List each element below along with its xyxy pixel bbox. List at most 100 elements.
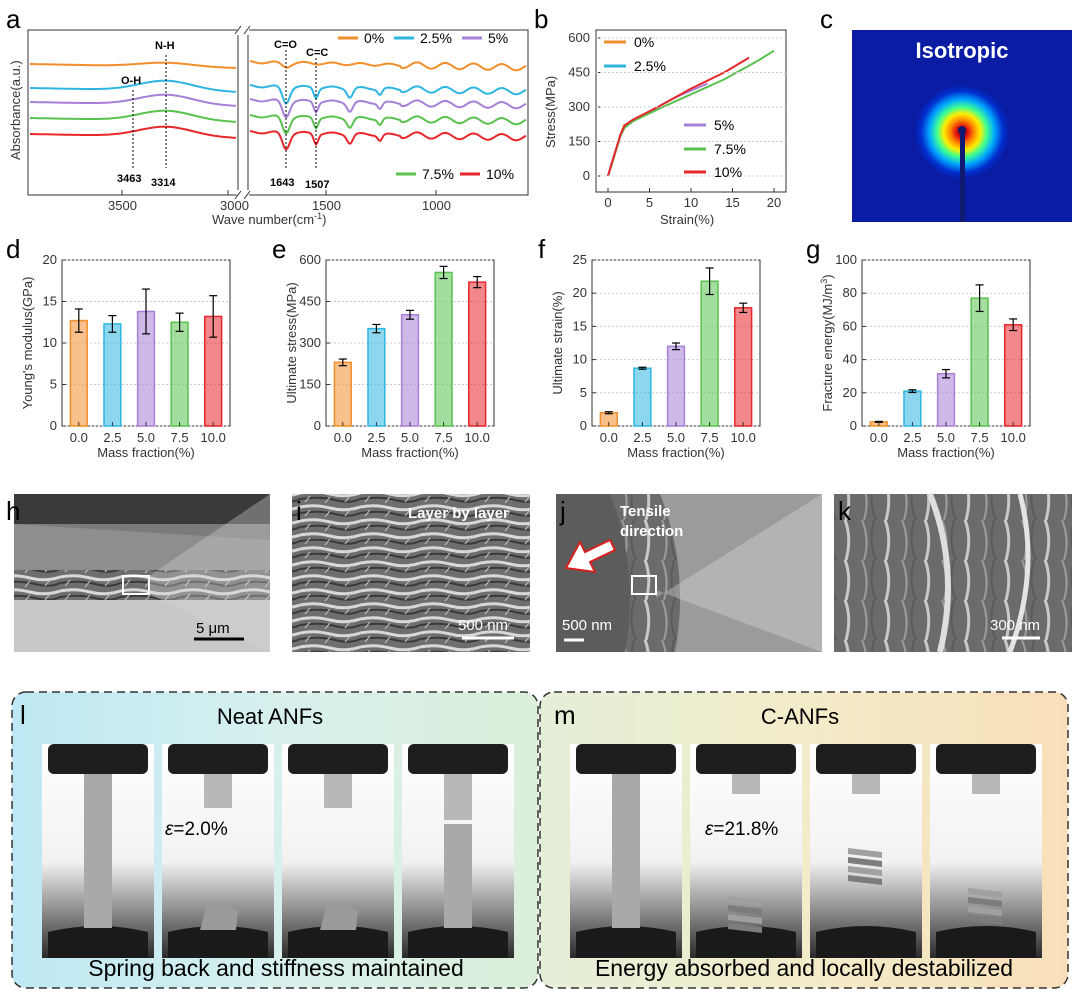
tensile-direction-arrow-icon	[564, 538, 617, 574]
sem-k-scale-text: 300 nm	[990, 617, 1040, 634]
specimen-upper-part	[204, 774, 232, 808]
sem-h: 5 μm h	[6, 494, 270, 652]
ftir-curve-left-7-5	[30, 109, 237, 123]
ss-ytick-label: 150	[568, 134, 590, 149]
bar-x-label: Mass fraction(%)	[897, 445, 995, 460]
sem-i-layer-label: Layer by layer	[408, 505, 509, 522]
ss-y-label: Stress(MPa)	[543, 76, 558, 148]
ss-curve-10	[607, 56, 750, 177]
ftir-frame-right	[247, 29, 529, 196]
bar-y-label: Young's modulus(GPa)	[20, 277, 35, 410]
bar-ytick-label: 0	[850, 418, 857, 433]
upper-clamp	[168, 744, 268, 774]
upper-clamp	[816, 744, 916, 774]
bar-xtick-label: 5.0	[137, 430, 155, 445]
bar-5-0	[666, 345, 686, 427]
ftir-legend: 0% 2.5% 5% 7.5% 10%	[338, 30, 514, 182]
ss-legend-label-7-5: 7.5%	[714, 141, 746, 157]
ftir-xtick-3000: 3000	[220, 198, 249, 213]
legend-label-7-5: 7.5%	[422, 166, 454, 182]
panel-l-caption: Spring back and stiffness maintained	[88, 955, 463, 981]
bar-xtick-label: 5.0	[937, 430, 955, 445]
ftir-x-label: Wave number(cm-1)	[212, 211, 326, 227]
peak-label-nh: N-H	[155, 40, 175, 52]
sem-h-zoom-wedge	[149, 494, 270, 652]
bar-ytick-label: 5	[50, 377, 57, 392]
peak-value-3314: 3314	[151, 177, 176, 189]
upper-clamp	[696, 744, 796, 774]
upper-clamp	[576, 744, 676, 774]
panel-l: l Neat ANFs ε=2.0% Spring back and stiff…	[11, 691, 539, 989]
specimen-fold	[728, 923, 762, 933]
bar-y-label: Ultimate strain(%)	[550, 291, 565, 394]
bar-5-0	[400, 314, 420, 427]
sem-h-zoom-box	[122, 575, 150, 595]
peak-value-3463: 3463	[117, 173, 141, 185]
panel-l-photos	[42, 744, 514, 958]
bar-ytick-label: 0	[580, 418, 587, 433]
bar-xtick-label: 0.0	[334, 430, 352, 445]
ss-ytick-label: 450	[568, 65, 590, 80]
ftir-xtick-1500: 1500	[312, 198, 341, 213]
bar-xtick-label: 2.5	[103, 430, 121, 445]
sem-j-fracture-edge	[610, 494, 680, 652]
panel-l-title: Neat ANFs	[217, 704, 323, 729]
saxs-pattern: Isotropic	[852, 30, 1072, 222]
panel-m-title: C-ANFs	[761, 704, 839, 729]
specimen-fold	[968, 906, 1002, 916]
sem-k-ridge	[927, 492, 951, 653]
bar-10-0	[734, 307, 753, 427]
peak-label-oh: O-H	[121, 75, 141, 87]
lower-clamp	[936, 926, 1036, 958]
bar-5-0	[936, 372, 956, 427]
specimen-upper-part	[444, 774, 472, 820]
bar-0-0	[333, 361, 352, 427]
bar-7-5	[970, 297, 989, 427]
panel-label-h: h	[6, 496, 20, 526]
specimen-upper-part	[732, 774, 760, 794]
upper-clamp	[48, 744, 148, 774]
ftir-x-ticks: 3500 3000 1500 1000	[108, 190, 451, 213]
ss-ytick-label: 600	[568, 30, 590, 45]
sem-h-scale-text: 5 μm	[196, 620, 230, 637]
peak-value-1507: 1507	[305, 179, 329, 191]
bar-ytick-label: 20	[843, 385, 857, 400]
peak-label-co: C=O	[274, 39, 297, 51]
sem-i-scale-text: 500 nm	[458, 617, 508, 634]
specimen-fold	[848, 866, 882, 876]
panel-m-strain: ε=21.8%	[705, 819, 778, 840]
ftir-curve-left-10	[30, 125, 237, 139]
bar-ytick-label: 25	[573, 252, 587, 267]
ftir-curve-right-7-5	[249, 114, 527, 135]
lower-clamp	[576, 926, 676, 958]
lower-clamp	[288, 926, 388, 958]
legend-label-5: 5%	[488, 30, 508, 46]
bar-7-5	[700, 280, 719, 427]
ss-ticks: 0 5 10 15 20 0 150 300 450 600	[568, 30, 786, 210]
ss-xtick-label: 10	[684, 195, 698, 210]
bar-0-0	[69, 319, 88, 427]
panel-label-i: i	[296, 496, 302, 526]
axis-break-bottom	[234, 190, 251, 200]
specimen-lower-part	[444, 824, 472, 928]
ftir-curve-left-2-5	[30, 79, 237, 93]
bar-2-5	[103, 323, 122, 427]
bar-ytick-label: 60	[843, 318, 857, 333]
ftir-curve-right-5	[249, 98, 527, 119]
sem-h-surface	[14, 524, 270, 575]
bar-10-0	[1004, 323, 1023, 427]
lower-clamp	[168, 926, 268, 958]
peak-value-1643: 1643	[270, 177, 294, 189]
specimen-curled	[200, 900, 238, 930]
specimen-fold	[968, 897, 1002, 907]
ftir-xtick-3500: 3500	[108, 198, 137, 213]
ftir-xtick-1000: 1000	[422, 198, 451, 213]
bar-ytick-label: 150	[299, 377, 321, 392]
bar-ytick-label: 20	[43, 252, 57, 267]
sem-j-zoom-box	[631, 575, 657, 595]
sem-i: i Layer by layer 500 nm	[292, 494, 530, 652]
bar-x-label: Mass fraction(%)	[627, 445, 725, 460]
bar-chart-ultimate-strain: 0 5 10 15 20 25 0.0 2.5 5.0 7.5 10.0 Mass fraction(…	[550, 252, 761, 460]
sem-j-tensile-label: Tensile	[620, 503, 671, 520]
bar-y-label: Fracture energy(MJ/m3)	[819, 274, 835, 411]
